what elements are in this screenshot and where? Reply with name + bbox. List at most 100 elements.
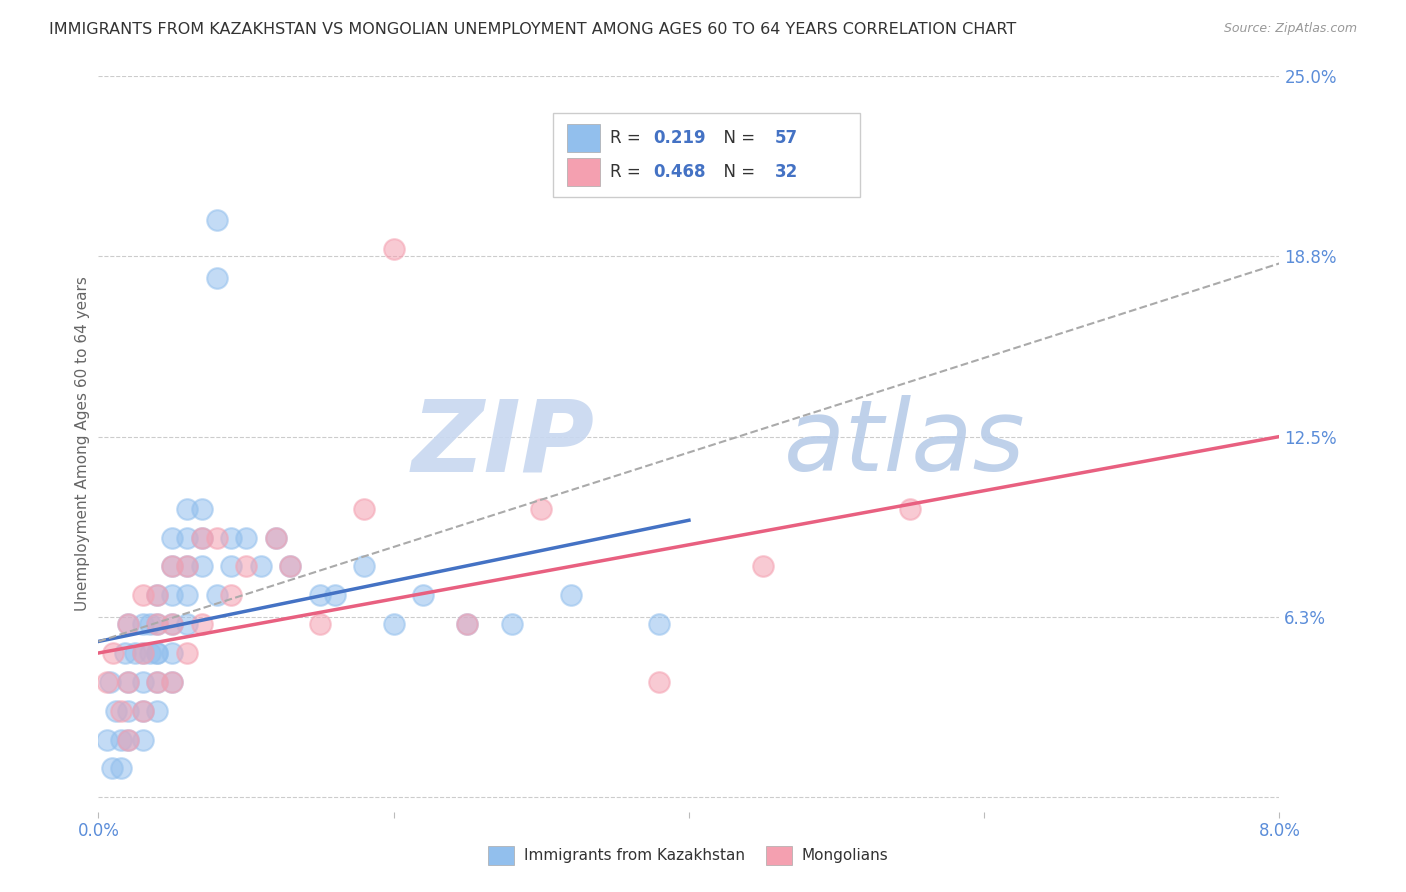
Point <box>323 588 346 602</box>
Point <box>110 761 132 775</box>
Point <box>205 213 228 227</box>
Text: 0.468: 0.468 <box>654 163 706 181</box>
FancyBboxPatch shape <box>488 847 515 864</box>
Point <box>560 588 582 602</box>
Text: 0.219: 0.219 <box>654 128 706 146</box>
Point <box>205 531 228 545</box>
Point <box>309 588 332 602</box>
Point <box>162 559 183 574</box>
Point <box>132 646 155 660</box>
Point <box>221 531 243 545</box>
Point <box>96 732 118 747</box>
Point <box>117 674 139 689</box>
Point <box>117 704 139 718</box>
Point <box>309 617 332 632</box>
Point <box>105 704 128 718</box>
Point <box>162 588 183 602</box>
Point <box>132 674 155 689</box>
Point <box>176 531 198 545</box>
Point <box>176 646 198 660</box>
Point <box>280 559 302 574</box>
Point <box>96 674 118 689</box>
Point <box>353 559 375 574</box>
Point <box>146 674 169 689</box>
Text: R =: R = <box>610 163 645 181</box>
Text: 32: 32 <box>775 163 799 181</box>
Point <box>176 617 198 632</box>
Point <box>176 559 198 574</box>
Point <box>103 646 125 660</box>
Text: IMMIGRANTS FROM KAZAKHSTAN VS MONGOLIAN UNEMPLOYMENT AMONG AGES 60 TO 64 YEARS C: IMMIGRANTS FROM KAZAKHSTAN VS MONGOLIAN … <box>49 22 1017 37</box>
Point <box>139 646 162 660</box>
Point <box>146 617 169 632</box>
Point <box>648 617 671 632</box>
Point <box>117 617 139 632</box>
Point <box>900 501 922 516</box>
Point <box>117 732 139 747</box>
Point <box>382 617 405 632</box>
Text: ZIP: ZIP <box>412 395 595 492</box>
Point <box>648 674 671 689</box>
FancyBboxPatch shape <box>553 112 860 197</box>
Point <box>221 559 243 574</box>
Point <box>132 704 155 718</box>
Point <box>176 588 198 602</box>
Text: Immigrants from Kazakhstan: Immigrants from Kazakhstan <box>523 848 745 863</box>
Point <box>162 674 183 689</box>
FancyBboxPatch shape <box>567 158 600 186</box>
Point <box>752 559 775 574</box>
Point <box>162 646 183 660</box>
Point <box>530 501 553 516</box>
Point <box>132 704 155 718</box>
Point <box>146 588 169 602</box>
Point <box>146 617 169 632</box>
Point <box>280 559 302 574</box>
Point <box>98 674 121 689</box>
Point <box>146 588 169 602</box>
Point <box>100 761 122 775</box>
Text: N =: N = <box>713 163 759 181</box>
Point <box>117 617 139 632</box>
Point <box>114 646 136 660</box>
Point <box>412 588 434 602</box>
Point <box>264 531 287 545</box>
Point <box>457 617 479 632</box>
Point <box>250 559 273 574</box>
Text: atlas: atlas <box>783 395 1025 492</box>
Point <box>132 617 155 632</box>
Point <box>205 588 228 602</box>
Point <box>176 559 198 574</box>
Text: 57: 57 <box>775 128 799 146</box>
Point <box>191 501 214 516</box>
Point <box>191 531 214 545</box>
Point <box>353 501 375 516</box>
Point <box>382 242 405 256</box>
Text: Mongolians: Mongolians <box>801 848 887 863</box>
Point <box>117 732 139 747</box>
Point <box>110 732 132 747</box>
Point <box>191 617 214 632</box>
Point <box>162 559 183 574</box>
Point <box>221 588 243 602</box>
Point <box>117 674 139 689</box>
Point <box>191 531 214 545</box>
Y-axis label: Unemployment Among Ages 60 to 64 years: Unemployment Among Ages 60 to 64 years <box>75 277 90 611</box>
Point <box>501 617 523 632</box>
Point <box>235 531 257 545</box>
Point <box>162 531 183 545</box>
Point <box>146 646 169 660</box>
Text: Source: ZipAtlas.com: Source: ZipAtlas.com <box>1223 22 1357 36</box>
Point <box>176 501 198 516</box>
Text: R =: R = <box>610 128 645 146</box>
Point <box>132 646 155 660</box>
Point <box>139 617 162 632</box>
FancyBboxPatch shape <box>766 847 792 864</box>
Point <box>162 674 183 689</box>
Point <box>457 617 479 632</box>
FancyBboxPatch shape <box>567 124 600 152</box>
Point <box>146 674 169 689</box>
Point <box>124 646 146 660</box>
Point <box>162 617 183 632</box>
Point <box>162 617 183 632</box>
Point <box>191 559 214 574</box>
